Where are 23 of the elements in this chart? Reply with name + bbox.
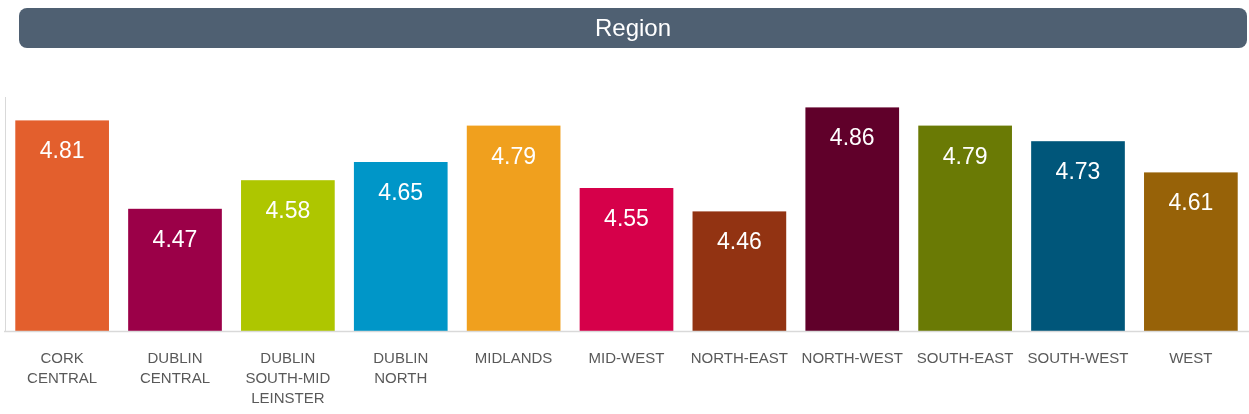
- x-tick-label: SOUTH-EAST: [916, 349, 1014, 366]
- data-label: 4.79: [942, 142, 988, 169]
- data-label: 4.73: [1055, 158, 1101, 185]
- x-tick-label: DUBLIN CENTRAL: [140, 349, 211, 386]
- data-label: 4.65: [378, 179, 424, 205]
- x-tick-label: DUBLIN SOUTH-MID LEINSTER: [245, 349, 331, 406]
- data-label: 4.86: [829, 124, 875, 151]
- x-tick-label: MID-WEST: [588, 349, 665, 366]
- chart-title: Region: [594, 14, 672, 41]
- x-tick-label: DUBLIN NORTH: [373, 349, 429, 386]
- data-label: 4.47: [152, 225, 198, 252]
- x-tick-label: NORTH-WEST: [801, 349, 903, 366]
- x-tick-label: SOUTH-WEST: [1027, 349, 1129, 366]
- data-label: 4.61: [1168, 189, 1214, 216]
- data-label: 4.46: [716, 228, 762, 255]
- x-tick-label: MIDLANDS: [474, 349, 553, 366]
- x-tick-label: CORK CENTRAL: [27, 349, 98, 386]
- data-label: 4.58: [265, 197, 311, 224]
- data-label: 4.81: [39, 137, 85, 164]
- x-tick-label: NORTH-EAST: [690, 349, 788, 366]
- data-label: 4.55: [604, 205, 649, 231]
- data-label: 4.79: [491, 142, 537, 169]
- x-tick-label: WEST: [1169, 349, 1213, 366]
